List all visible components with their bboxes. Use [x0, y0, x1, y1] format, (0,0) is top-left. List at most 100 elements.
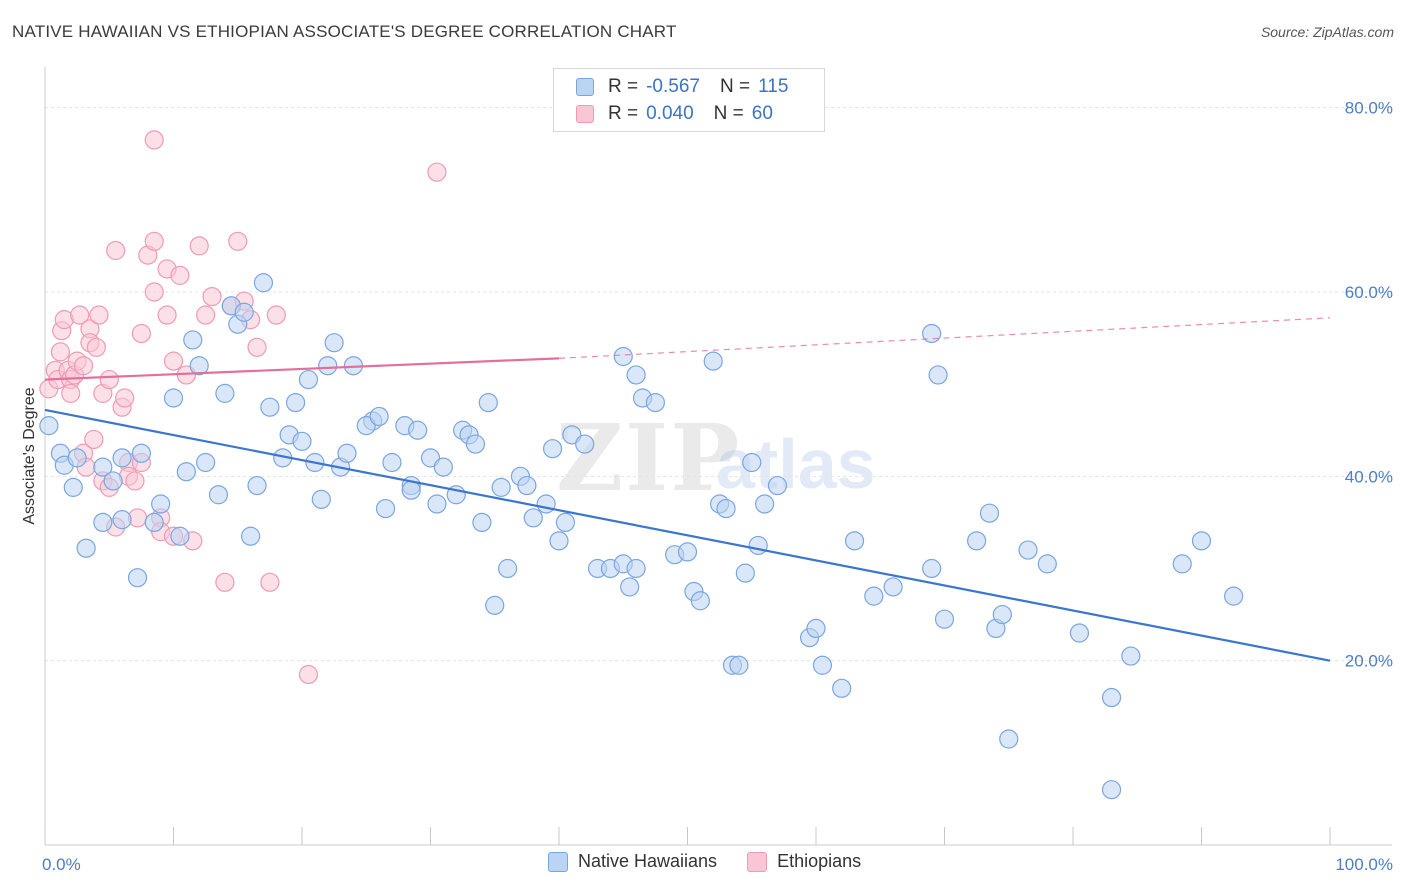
series-swatch-blue [548, 851, 568, 872]
native-hawaiians-point [626, 365, 646, 385]
native-hawaiians-point [127, 568, 148, 588]
native-hawaiians-point [183, 330, 203, 350]
native-hawaiians-point [832, 678, 852, 698]
native-hawaiians-point [1224, 586, 1244, 606]
ethiopians-point [144, 282, 164, 302]
series-label-native-hawaiians: Native Hawaiians [578, 851, 718, 871]
tick-labels: 20.0% 40.0% 60.0% 80.0% 0.0% 100.0% [42, 99, 1393, 874]
native-hawaiians-point [215, 383, 235, 403]
y-tick-label: 40.0% [1345, 467, 1393, 486]
legend-r-value: 0.040 [646, 103, 694, 124]
ethiopians-point [170, 265, 190, 285]
native-hawaiians-point [176, 462, 196, 482]
legend-n-value: 60 [751, 103, 773, 124]
native-hawaiians-point [39, 416, 59, 436]
x-tick-label: 0.0% [42, 855, 81, 874]
ethiopians-point [70, 305, 90, 325]
native-hawaiians-point [992, 604, 1012, 625]
native-hawaiians-point [812, 655, 833, 675]
native-hawaiians-point [196, 452, 216, 473]
legend-r-label: R = [608, 76, 639, 97]
native-hawaiians-points [39, 273, 1244, 800]
legend-n-label: N = [713, 103, 744, 124]
native-hawaiians-point [536, 494, 556, 514]
native-hawaiians-point [864, 586, 884, 606]
native-hawaiians-point [922, 558, 942, 579]
native-hawaiians-point [1101, 687, 1122, 708]
series-swatch-pink [747, 851, 768, 872]
native-hawaiians-point [979, 503, 1000, 523]
native-hawaiians-point [928, 365, 948, 385]
legend-n-label: N = [719, 76, 751, 97]
native-hawaiians-point [144, 512, 164, 533]
native-hawaiians-point [620, 577, 640, 597]
legend: R = -0.567 N = 115 R = 0.040 N = 60 [553, 68, 825, 132]
legend-row-native-hawaiians: R = -0.567 N = 115 [576, 75, 788, 99]
native-hawaiians-point [1121, 646, 1141, 666]
ethiopians-point [86, 337, 107, 357]
native-hawaiians-point [922, 323, 942, 344]
native-hawaiians-point [465, 434, 486, 454]
y-tick-label: 60.0% [1345, 283, 1393, 302]
native-hawaiians-point [401, 480, 421, 500]
series-legend-native-hawaiians: Native Hawaiians [548, 851, 717, 872]
native-hawaiians-point [241, 526, 261, 546]
series-legend-ethiopians: Ethiopians [747, 851, 861, 872]
native-hawaiians-point [375, 498, 396, 519]
native-hawaiians-point [93, 512, 113, 533]
ethiopians-point [131, 323, 151, 344]
ethiopians-point [61, 383, 81, 403]
native-hawaiians-point [498, 558, 518, 579]
native-hawaiians-point [716, 498, 736, 519]
ethiopians-point [266, 305, 286, 325]
native-hawaiians-point [934, 609, 955, 629]
ethiopians-point [298, 664, 319, 685]
chart-source: Source: ZipAtlas.com [1260, 24, 1394, 40]
ethiopians-point [260, 572, 280, 592]
native-hawaiians-point [163, 388, 184, 408]
native-hawaiians-point [93, 457, 113, 477]
native-hawaiians-point [311, 489, 331, 509]
native-hawaiians-point [112, 510, 132, 530]
native-hawaiians-point [806, 618, 826, 639]
ethiopians-point [89, 305, 109, 325]
native-hawaiians-point [754, 494, 775, 514]
ethiopians-point [202, 286, 222, 307]
y-axis-label: Associate's Degree [21, 387, 38, 524]
native-hawaiians-point [478, 392, 498, 413]
ethiopians-point [99, 369, 119, 390]
native-hawaiians-point [369, 406, 389, 427]
x-tick-label: 100.0% [1335, 855, 1393, 874]
ethiopians-point [106, 240, 126, 261]
native-hawaiians-point [1172, 554, 1192, 574]
native-hawaiians-point [555, 512, 576, 533]
native-hawaiians-point [767, 475, 788, 496]
native-hawaiians-point [427, 494, 447, 514]
native-hawaiians-trend-line [44, 408, 1331, 662]
native-hawaiians-point [735, 563, 755, 583]
native-hawaiians-point [1069, 623, 1090, 643]
native-hawaiians-point [112, 448, 132, 468]
native-hawaiians-point [1018, 540, 1038, 560]
ethiopians-point [247, 337, 267, 357]
native-hawaiians-point [260, 397, 280, 417]
ethiopians-trend-line [44, 357, 560, 381]
native-hawaiians-point [523, 508, 543, 528]
native-hawaiians-point [690, 591, 710, 611]
y-tick-label: 80.0% [1345, 99, 1393, 118]
native-hawaiians-point [575, 434, 595, 454]
ethiopians-point [228, 231, 248, 251]
native-hawaiians-point [967, 531, 987, 551]
native-hawaiians-point [883, 577, 903, 597]
native-hawaiians-point [1101, 780, 1122, 800]
native-hawaiians-point [253, 273, 274, 293]
ethiopians-point [50, 342, 71, 362]
native-hawaiians-point [742, 452, 762, 473]
native-hawaiians-point [549, 531, 569, 551]
native-hawaiians-point [1191, 531, 1212, 551]
ethiopians-trend-line-extension [558, 317, 1331, 359]
native-hawaiians-point [189, 356, 209, 376]
native-hawaiians-point [63, 477, 83, 497]
native-hawaiians-point [999, 729, 1019, 749]
